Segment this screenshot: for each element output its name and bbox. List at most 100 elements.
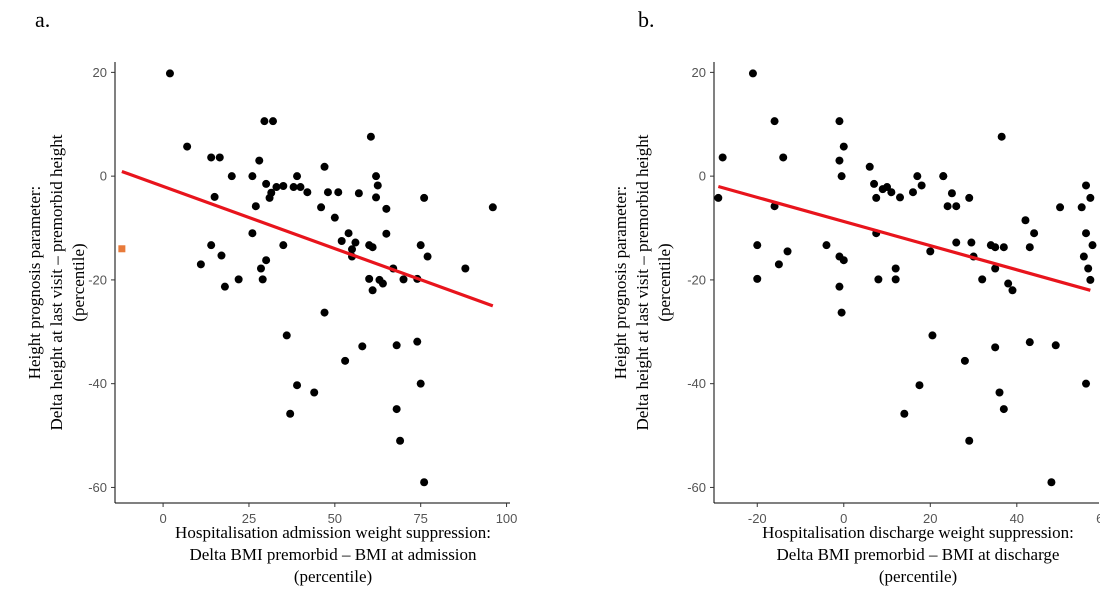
data-point bbox=[1008, 286, 1017, 295]
data-point bbox=[991, 243, 1000, 252]
x-tick-label: 20 bbox=[923, 511, 937, 526]
y-axis-title-line: Height prognosis parameter: bbox=[611, 186, 630, 380]
y-axis-title-line: (percentile) bbox=[655, 243, 674, 321]
panel-letter: a. bbox=[35, 7, 50, 32]
data-point bbox=[258, 275, 267, 284]
x-axis-title-line: Hospitalisation discharge weight suppres… bbox=[762, 523, 1074, 542]
data-point bbox=[1004, 279, 1013, 288]
data-point bbox=[1084, 264, 1093, 273]
y-axis-title: Height prognosis parameter: Delta height … bbox=[25, 134, 88, 430]
data-point bbox=[165, 69, 174, 78]
data-point bbox=[783, 247, 792, 256]
x-tick-label: 50 bbox=[328, 511, 342, 526]
y-tick-label: -60 bbox=[687, 480, 706, 495]
data-point bbox=[399, 275, 408, 284]
data-point bbox=[926, 247, 935, 256]
data-point bbox=[396, 436, 405, 445]
data-point bbox=[770, 117, 779, 126]
data-point bbox=[835, 117, 844, 126]
data-point bbox=[272, 183, 281, 192]
data-point bbox=[217, 251, 226, 260]
y-tick-label: 20 bbox=[93, 65, 107, 80]
data-point bbox=[887, 188, 896, 197]
y-axis-title-line: (percentile) bbox=[69, 243, 88, 321]
data-point bbox=[368, 243, 377, 252]
data-point bbox=[1056, 203, 1065, 212]
data-point bbox=[366, 132, 375, 141]
data-point bbox=[774, 260, 783, 269]
data-point bbox=[965, 193, 974, 202]
data-point bbox=[372, 172, 381, 181]
x-axis-title-line: (percentile) bbox=[879, 567, 957, 586]
data-point bbox=[372, 193, 381, 202]
data-point bbox=[891, 264, 900, 273]
panel-letter: b. bbox=[638, 7, 655, 32]
data-point bbox=[965, 436, 974, 445]
data-point bbox=[279, 241, 288, 250]
data-point bbox=[365, 274, 374, 283]
data-point bbox=[382, 229, 391, 238]
data-point bbox=[928, 331, 937, 340]
data-point bbox=[423, 252, 432, 261]
data-point bbox=[1047, 478, 1056, 487]
y-tick-label: -40 bbox=[687, 376, 706, 391]
data-point bbox=[267, 188, 276, 197]
data-point bbox=[837, 308, 846, 317]
data-point bbox=[1079, 252, 1088, 261]
y-axis-title: Height prognosis parameter: Delta height … bbox=[611, 134, 674, 430]
data-point bbox=[908, 188, 917, 197]
data-point bbox=[995, 388, 1004, 397]
data-point bbox=[1051, 341, 1060, 350]
x-axis-title-line: Delta BMI premorbid – BMI at admission bbox=[189, 545, 477, 564]
data-point bbox=[839, 256, 848, 265]
data-point bbox=[865, 162, 874, 171]
x-tick-label: 60 bbox=[1096, 511, 1100, 526]
data-point bbox=[939, 172, 948, 181]
data-point bbox=[1082, 379, 1091, 388]
data-point bbox=[320, 162, 329, 171]
data-point bbox=[997, 132, 1006, 141]
data-point bbox=[248, 172, 257, 181]
y-tick-label: -60 bbox=[88, 480, 107, 495]
data-point bbox=[207, 241, 216, 250]
data-point bbox=[251, 202, 260, 211]
data-point bbox=[262, 179, 271, 188]
data-point bbox=[341, 356, 350, 365]
data-point bbox=[262, 256, 271, 265]
data-point bbox=[279, 181, 288, 190]
data-point bbox=[392, 405, 401, 414]
data-point bbox=[1082, 181, 1091, 190]
data-point bbox=[960, 356, 969, 365]
data-point bbox=[293, 381, 302, 390]
data-point bbox=[368, 286, 377, 295]
data-point bbox=[1025, 338, 1034, 347]
y-tick-label: -40 bbox=[88, 376, 107, 391]
data-point bbox=[296, 183, 305, 192]
data-point bbox=[227, 172, 236, 181]
data-point bbox=[835, 282, 844, 291]
regression-line bbox=[717, 184, 1091, 292]
data-point bbox=[334, 188, 343, 197]
y-axis-title-line: Delta height at last visit – premorbid h… bbox=[47, 134, 66, 430]
data-point bbox=[891, 275, 900, 284]
data-point bbox=[870, 179, 879, 188]
data-point bbox=[354, 189, 363, 198]
data-point bbox=[1021, 216, 1030, 225]
y-axis-title-line: Height prognosis parameter: bbox=[25, 186, 44, 380]
highlight-point bbox=[118, 245, 126, 253]
data-point bbox=[748, 69, 757, 78]
data-point bbox=[1088, 241, 1097, 250]
data-point bbox=[822, 241, 831, 250]
x-tick-label: 25 bbox=[242, 511, 256, 526]
data-point bbox=[488, 203, 497, 212]
x-axis-title-line: (percentile) bbox=[294, 567, 372, 586]
data-point bbox=[289, 183, 298, 192]
data-point bbox=[373, 181, 382, 190]
data-point bbox=[215, 153, 224, 162]
data-point bbox=[256, 264, 265, 273]
data-point bbox=[947, 189, 956, 198]
data-point bbox=[330, 213, 339, 222]
data-point bbox=[917, 181, 926, 190]
